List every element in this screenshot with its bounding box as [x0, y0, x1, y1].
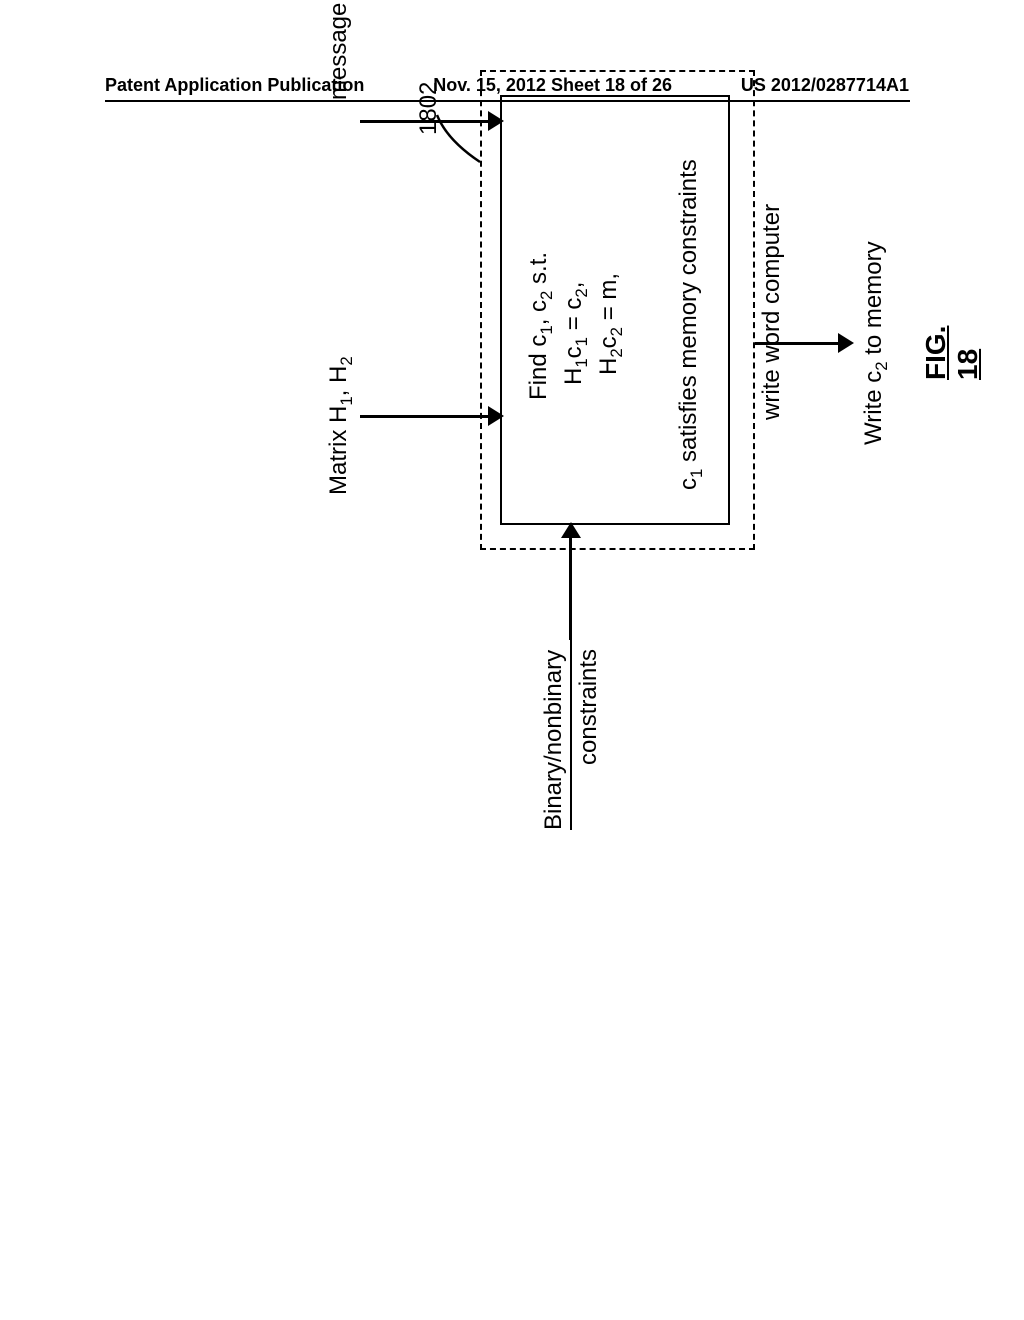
box-line1: Find c1, c2 s.t.: [525, 252, 557, 400]
output-label: Write c2 to memory: [860, 241, 892, 445]
leader-curve: [432, 105, 482, 170]
box-line3: H2c2 = m,: [595, 273, 627, 375]
outer-box-label: write word computer: [758, 204, 786, 420]
arrowhead-matrix: [488, 406, 504, 426]
arrowhead-output: [838, 333, 854, 353]
arrow-matrix: [360, 416, 490, 419]
arrowhead-message: [488, 111, 504, 131]
figure-label: FIG. 18: [920, 326, 984, 380]
arrow-output: [755, 343, 840, 346]
box-line4: c1 satisfies memory constraints: [675, 159, 707, 490]
box-line2: H1c1 = c2,: [560, 282, 592, 385]
arrow-message: [360, 121, 490, 124]
arrowhead-constraints: [561, 522, 581, 538]
constraints-label2: constraints: [575, 649, 603, 765]
arrow-constraints: [569, 535, 572, 640]
constraints-label1: Binary/nonbinary: [540, 650, 568, 830]
matrix-label: Matrix H1, H2: [325, 356, 357, 495]
constraints-underline: [570, 640, 572, 830]
header-right: US 2012/0287714A1: [741, 75, 909, 96]
message-label: message m: [325, 0, 353, 100]
